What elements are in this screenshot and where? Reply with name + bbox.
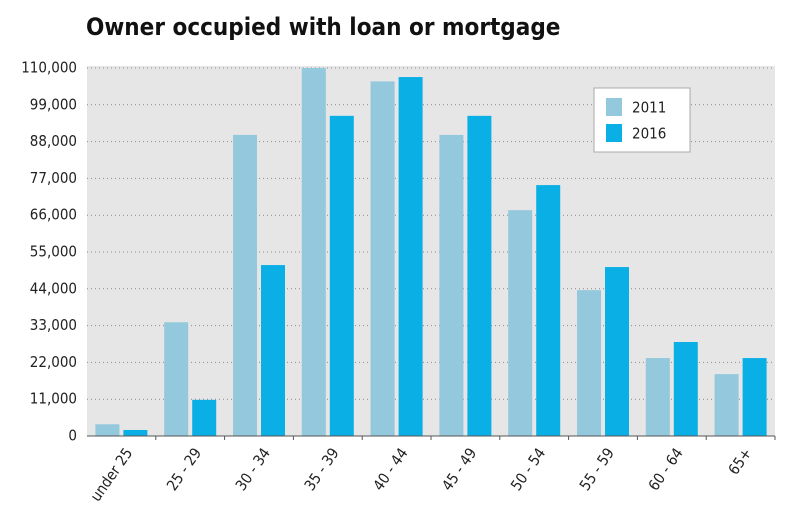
bar	[95, 424, 120, 436]
bar	[123, 429, 148, 436]
chart-title: Owner occupied with loan or mortgage	[86, 13, 560, 41]
y-tick-label: 22,000	[30, 353, 77, 371]
legend-label: 2016	[632, 125, 666, 143]
x-tick-label: 65+	[724, 445, 755, 479]
x-tick-label: 40 - 44	[369, 445, 411, 494]
x-tick-label: 50 - 54	[507, 445, 549, 494]
legend-label: 2011	[632, 99, 666, 117]
bar	[673, 341, 698, 436]
y-tick-label: 33,000	[30, 316, 77, 334]
y-tick-label: 99,000	[30, 95, 77, 113]
x-tick-label: 45 - 49	[438, 445, 480, 494]
bar	[577, 290, 601, 436]
x-tick-label: 25 - 29	[163, 445, 205, 494]
bar	[233, 134, 257, 436]
y-tick-label: 110,000	[21, 59, 77, 77]
bar	[439, 134, 464, 436]
bar	[714, 374, 739, 436]
x-tick-label: 30 - 34	[232, 445, 274, 494]
bar	[742, 358, 767, 436]
bar	[261, 265, 285, 436]
y-tick-label: 11,000	[30, 390, 77, 408]
bar	[301, 68, 326, 436]
x-tick-label: 55 - 59	[576, 445, 618, 494]
y-tick-label: 44,000	[30, 279, 77, 297]
bar	[508, 210, 533, 436]
bar	[329, 115, 354, 436]
bar	[467, 115, 492, 436]
x-tick-label: 60 - 64	[645, 445, 687, 494]
bar	[398, 77, 423, 437]
bar	[645, 358, 670, 436]
legend-swatch	[606, 124, 622, 142]
legend-swatch	[606, 98, 622, 116]
x-tick-label: 35 - 39	[301, 445, 343, 494]
y-tick-label: 66,000	[30, 206, 77, 224]
x-tick-label: under 25	[87, 445, 137, 503]
bar	[605, 267, 629, 436]
bar	[536, 185, 561, 436]
bar	[370, 81, 395, 436]
bar	[164, 322, 189, 436]
y-tick-label: 77,000	[30, 169, 77, 187]
y-tick-label: 55,000	[30, 243, 77, 261]
y-tick-label: 0	[68, 427, 77, 445]
y-tick-label: 88,000	[30, 132, 77, 150]
bar	[192, 399, 217, 436]
